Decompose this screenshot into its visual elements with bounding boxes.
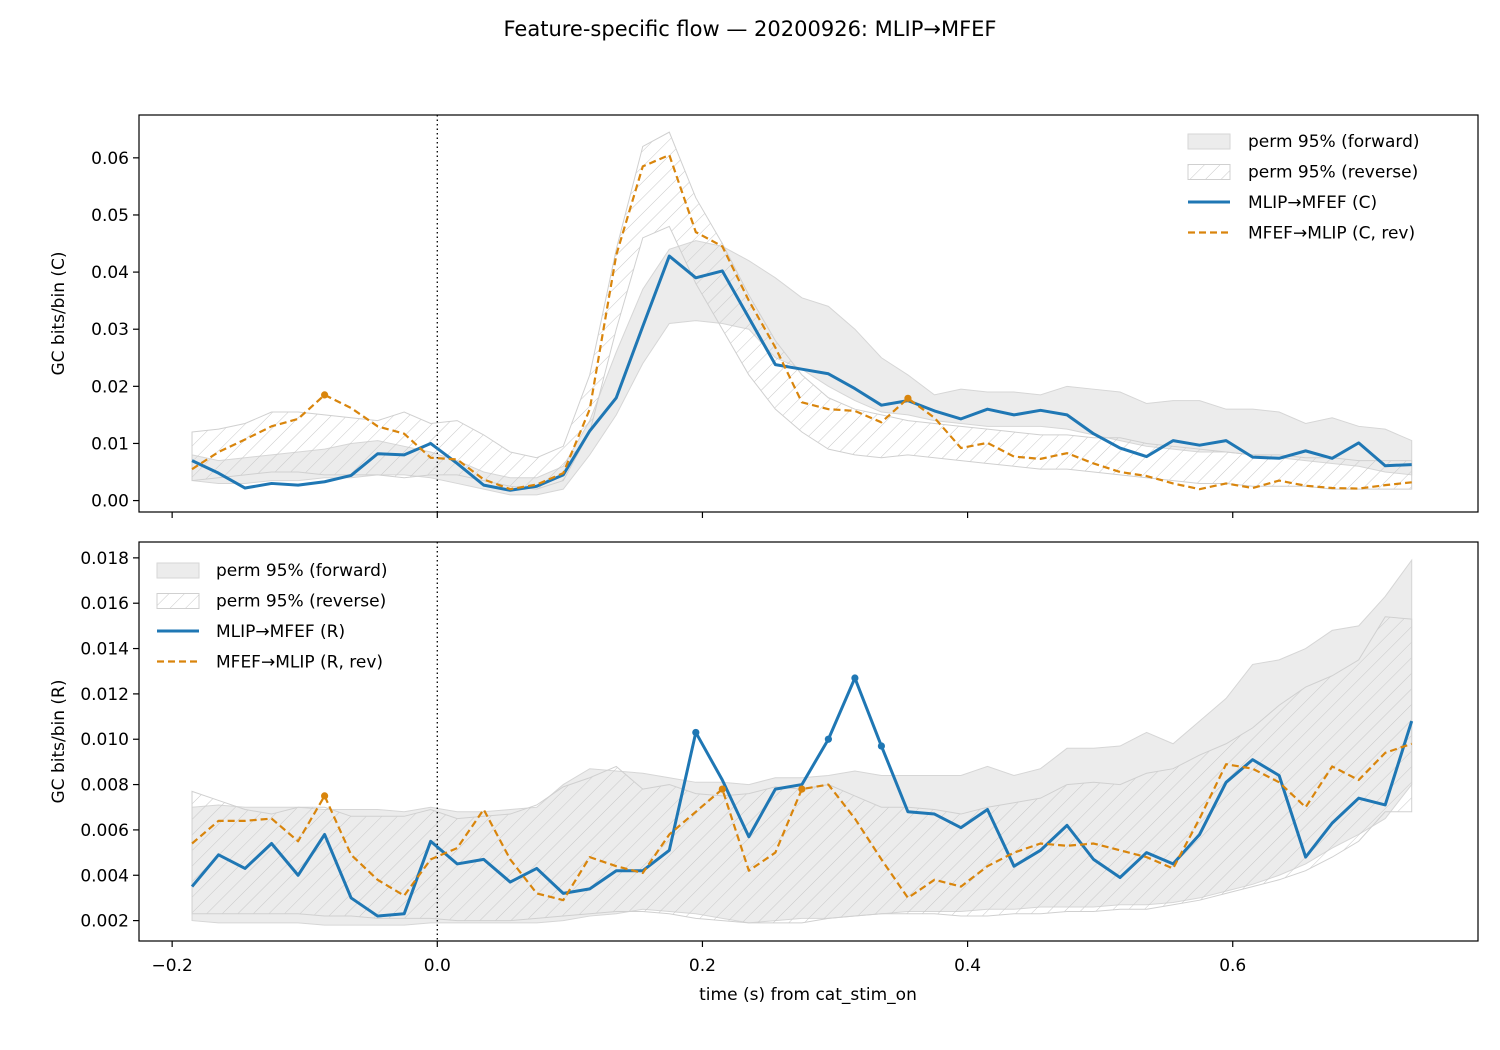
bottom-y-tick-label: 0.018 <box>80 549 129 569</box>
bottom-legend-label: perm 95% (forward) <box>216 561 388 581</box>
top-y-tick-label: 0.03 <box>91 320 129 340</box>
top-y-tick-label: 0.00 <box>91 492 129 512</box>
top-series-forward-line <box>191 254 1412 492</box>
top-plot-area <box>191 115 1413 512</box>
bottom-x-tick-label: 0.2 <box>689 956 716 976</box>
bottom-y-tick-label: 0.010 <box>80 730 129 750</box>
top-legend-swatch-reverse-band <box>1187 164 1231 180</box>
bottom-significance-marker <box>851 674 859 682</box>
bottom-legend-label: perm 95% (reverse) <box>216 592 386 612</box>
top-significance-marker <box>904 394 912 402</box>
bottom-x-tick-label: −0.2 <box>152 956 193 976</box>
bottom-legend-label: MLIP→MFEF (R) <box>216 622 345 642</box>
top-significance-marker <box>321 391 329 399</box>
bottom-y-tick-label: 0.008 <box>80 776 129 796</box>
bottom-y-tick-label: 0.014 <box>80 640 129 660</box>
top-series-reverse-line <box>191 153 1412 491</box>
x-axis-label: time (s) from cat_stim_on <box>699 985 917 1005</box>
bottom-y-tick-label: 0.002 <box>80 912 129 932</box>
top-legend-label: MFEF→MLIP (C, rev) <box>1248 224 1415 244</box>
bottom-legend-swatch-forward-band <box>156 562 200 579</box>
top-legend-label: MLIP→MFEF (C) <box>1248 193 1377 213</box>
bottom-panel: 0.002 0.004 0.006 0.008 0.010 0.012 0.014 0.016… <box>49 541 1479 976</box>
bottom-y-tick-label: 0.012 <box>80 685 129 705</box>
bottom-x-tick-label: 0.4 <box>954 956 981 976</box>
bottom-significance-marker <box>798 785 806 793</box>
bottom-y-tick-label: 0.004 <box>80 866 129 886</box>
bottom-y-axis-label: GC bits/bin (R) <box>49 680 69 804</box>
bottom-y-tick-label: 0.006 <box>80 821 129 841</box>
bottom-legend-swatch-reverse-band <box>156 593 200 609</box>
top-y-tick-label: 0.02 <box>91 377 129 397</box>
top-y-axis-label: GC bits/bin (C) <box>49 251 69 375</box>
top-y-tick-label: 0.04 <box>91 263 129 283</box>
bottom-significance-marker <box>692 728 700 737</box>
top-legend-label: perm 95% (reverse) <box>1248 163 1418 183</box>
bottom-significance-marker <box>321 792 329 800</box>
figure-title: Feature-specific flow — 20200926: MLIP→M… <box>503 17 997 41</box>
bottom-series-reverse-line <box>191 742 1413 902</box>
bottom-y-tick-label: 0.016 <box>80 594 129 614</box>
bottom-significance-marker <box>718 785 726 793</box>
top-y-tick-label: 0.05 <box>91 206 129 226</box>
top-axes-frame <box>138 114 1479 513</box>
top-panel: 0.00 0.01 0.02 0.03 0.04 0.05 0.06 GC bits/bin … <box>49 114 1479 518</box>
bottom-significance-marker <box>824 735 832 743</box>
bottom-x-tick-label: 0.6 <box>1219 956 1246 976</box>
top-legend: perm 95% (forward) perm 95% (reverse) MLIP… <box>1187 132 1420 244</box>
top-legend-label: perm 95% (forward) <box>1248 132 1420 152</box>
bottom-series-forward-line <box>190 676 1414 918</box>
bottom-legend: perm 95% (forward) perm 95% (reverse) MLIP… <box>156 561 388 673</box>
bottom-legend-label: MFEF→MLIP (R, rev) <box>216 653 383 673</box>
top-y-tick-label: 0.06 <box>91 149 129 169</box>
bottom-x-tick-label: 0.0 <box>424 956 451 976</box>
bottom-axes-frame <box>138 541 1479 942</box>
bottom-significance-marker <box>877 742 886 750</box>
bottom-plot-area <box>190 542 1414 941</box>
top-legend-swatch-forward-band <box>1187 133 1231 150</box>
top-y-tick-label: 0.01 <box>91 434 129 454</box>
